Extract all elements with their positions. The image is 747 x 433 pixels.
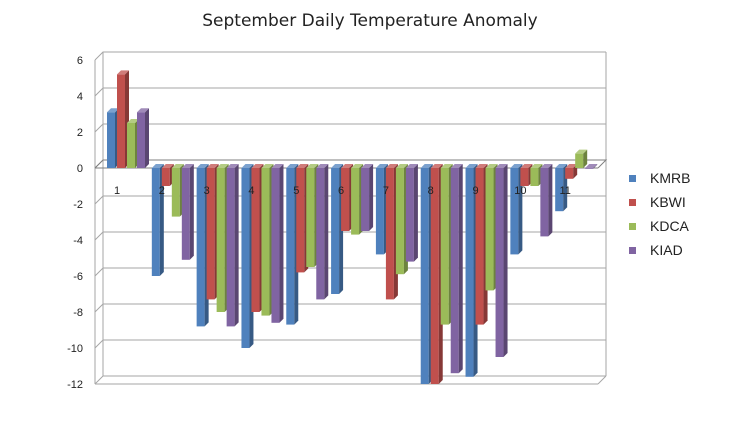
legend-item-kmrb: KMRB [629,170,690,186]
legend-item-kdca: KDCA [629,218,690,234]
y-tick-label: 6 [77,55,83,67]
bar-kiad-day-3 [226,164,239,327]
legend-swatch [629,247,636,254]
bar-kiad-day-11 [585,164,598,169]
bar-kdca-day-11 [575,149,588,168]
axes [94,52,608,385]
x-tick-label: 3 [204,185,210,197]
gridline [94,123,606,133]
bar-kiad-day-9 [495,164,508,357]
y-tick-label: -2 [73,199,83,211]
bar-kiad-day-2 [181,164,194,260]
legend-item-kiad: KIAD [629,242,683,258]
x-tick-label: 9 [472,185,478,197]
y-tick-label: -8 [73,307,83,319]
y-tick-label: 0 [77,163,83,175]
x-tick-label: 1 [114,185,120,197]
gridline [94,303,606,313]
bar-kiad-day-10 [540,164,553,237]
legend-swatch [629,199,636,206]
gridline [94,231,606,241]
legend-swatch [629,223,636,230]
legend-label: KBWI [650,194,686,210]
tick-labels: 6 4 2 0 -2 -4 -6 -8 -10 -12 1 2 3 4 5 6 7 8 9 10 11 [67,55,571,391]
chart-title: September Daily Temperature Anomaly [202,11,537,31]
y-tick-label: -4 [73,235,83,247]
legend-swatch [629,175,636,182]
x-tick-label: 7 [383,185,389,197]
x-tick-label: 2 [159,185,165,197]
y-tick-label: 4 [77,91,83,103]
gridline [94,267,606,277]
x-axis-plane [94,159,608,169]
bar-kiad-day-8 [450,164,463,374]
legend-item-kbwi: KBWI [629,194,686,210]
legend-label: KMRB [650,170,690,186]
bar-kmrb-day-10 [510,164,523,255]
bar-kiad-day-1 [137,108,149,168]
bar-kiad-day-5 [316,164,329,300]
bar-kiad-day-7 [405,164,418,262]
x-tick-label: 5 [293,185,299,197]
floor-corner [597,375,607,385]
legend-label: KDCA [650,218,690,234]
gridline [94,375,606,385]
legend-label: KIAD [650,242,683,258]
y-tick-label: -12 [67,379,83,391]
y-tick-label: -6 [73,271,83,283]
bars [107,70,598,384]
x-tick-label: 11 [559,185,570,197]
x-tick-label: 6 [338,185,344,197]
bar-kiad-day-4 [271,164,284,323]
x-tick-label: 4 [248,185,254,197]
gridline [94,339,606,349]
y-tick-label: 2 [77,127,83,139]
legend: KMRB KBWI KDCA KIAD [629,170,690,258]
gridline [94,51,606,61]
x-tick-label: 8 [428,185,434,197]
bar-kiad-day-6 [361,164,374,231]
y-tick-label: -10 [67,343,83,355]
gridline [94,87,606,97]
bar-kmrb-day-2 [151,164,164,276]
x-tick-label: 10 [514,185,526,197]
